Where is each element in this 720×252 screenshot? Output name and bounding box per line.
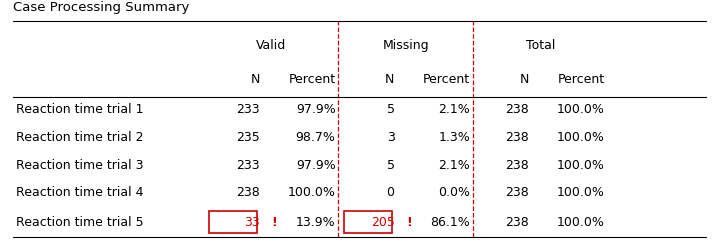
Text: Percent: Percent	[423, 73, 470, 86]
Text: 2.1%: 2.1%	[438, 159, 470, 172]
Text: 100.0%: 100.0%	[557, 103, 605, 116]
Text: Reaction time trial 4: Reaction time trial 4	[16, 186, 143, 199]
Text: 97.9%: 97.9%	[296, 159, 336, 172]
Text: 3: 3	[387, 131, 395, 144]
Text: Reaction time trial 5: Reaction time trial 5	[16, 216, 143, 229]
Text: 100.0%: 100.0%	[557, 131, 605, 144]
Text: 13.9%: 13.9%	[296, 216, 336, 229]
Text: Reaction time trial 3: Reaction time trial 3	[16, 159, 143, 172]
Text: Reaction time trial 2: Reaction time trial 2	[16, 131, 143, 144]
Text: 238: 238	[236, 186, 260, 199]
Text: 238: 238	[505, 216, 529, 229]
Text: Total: Total	[526, 39, 555, 52]
Text: 1.3%: 1.3%	[438, 131, 470, 144]
Text: 238: 238	[505, 103, 529, 116]
Text: 2.1%: 2.1%	[438, 103, 470, 116]
Text: N: N	[385, 73, 395, 86]
Text: Case Processing Summary: Case Processing Summary	[13, 1, 189, 14]
Text: N: N	[520, 73, 529, 86]
Text: 100.0%: 100.0%	[557, 216, 605, 229]
Text: 238: 238	[505, 186, 529, 199]
Text: 235: 235	[236, 131, 260, 144]
Text: 238: 238	[505, 131, 529, 144]
Text: 86.1%: 86.1%	[431, 216, 470, 229]
Text: !: !	[406, 216, 412, 229]
Text: 233: 233	[236, 103, 260, 116]
Text: Percent: Percent	[289, 73, 336, 86]
Text: 233: 233	[236, 159, 260, 172]
Text: 0: 0	[387, 186, 395, 199]
Text: 0.0%: 0.0%	[438, 186, 470, 199]
Text: 33: 33	[244, 216, 260, 229]
Text: 98.7%: 98.7%	[296, 131, 336, 144]
Text: N: N	[251, 73, 260, 86]
Text: 97.9%: 97.9%	[296, 103, 336, 116]
Text: !: !	[271, 216, 277, 229]
Text: Reaction time trial 1: Reaction time trial 1	[16, 103, 143, 116]
Text: 238: 238	[505, 159, 529, 172]
Text: 100.0%: 100.0%	[557, 186, 605, 199]
Text: 100.0%: 100.0%	[557, 159, 605, 172]
Text: Missing: Missing	[382, 39, 429, 52]
Text: 205: 205	[371, 216, 395, 229]
Text: Valid: Valid	[256, 39, 287, 52]
Text: 5: 5	[387, 159, 395, 172]
Text: 5: 5	[387, 103, 395, 116]
Text: 100.0%: 100.0%	[288, 186, 336, 199]
Text: Percent: Percent	[558, 73, 605, 86]
